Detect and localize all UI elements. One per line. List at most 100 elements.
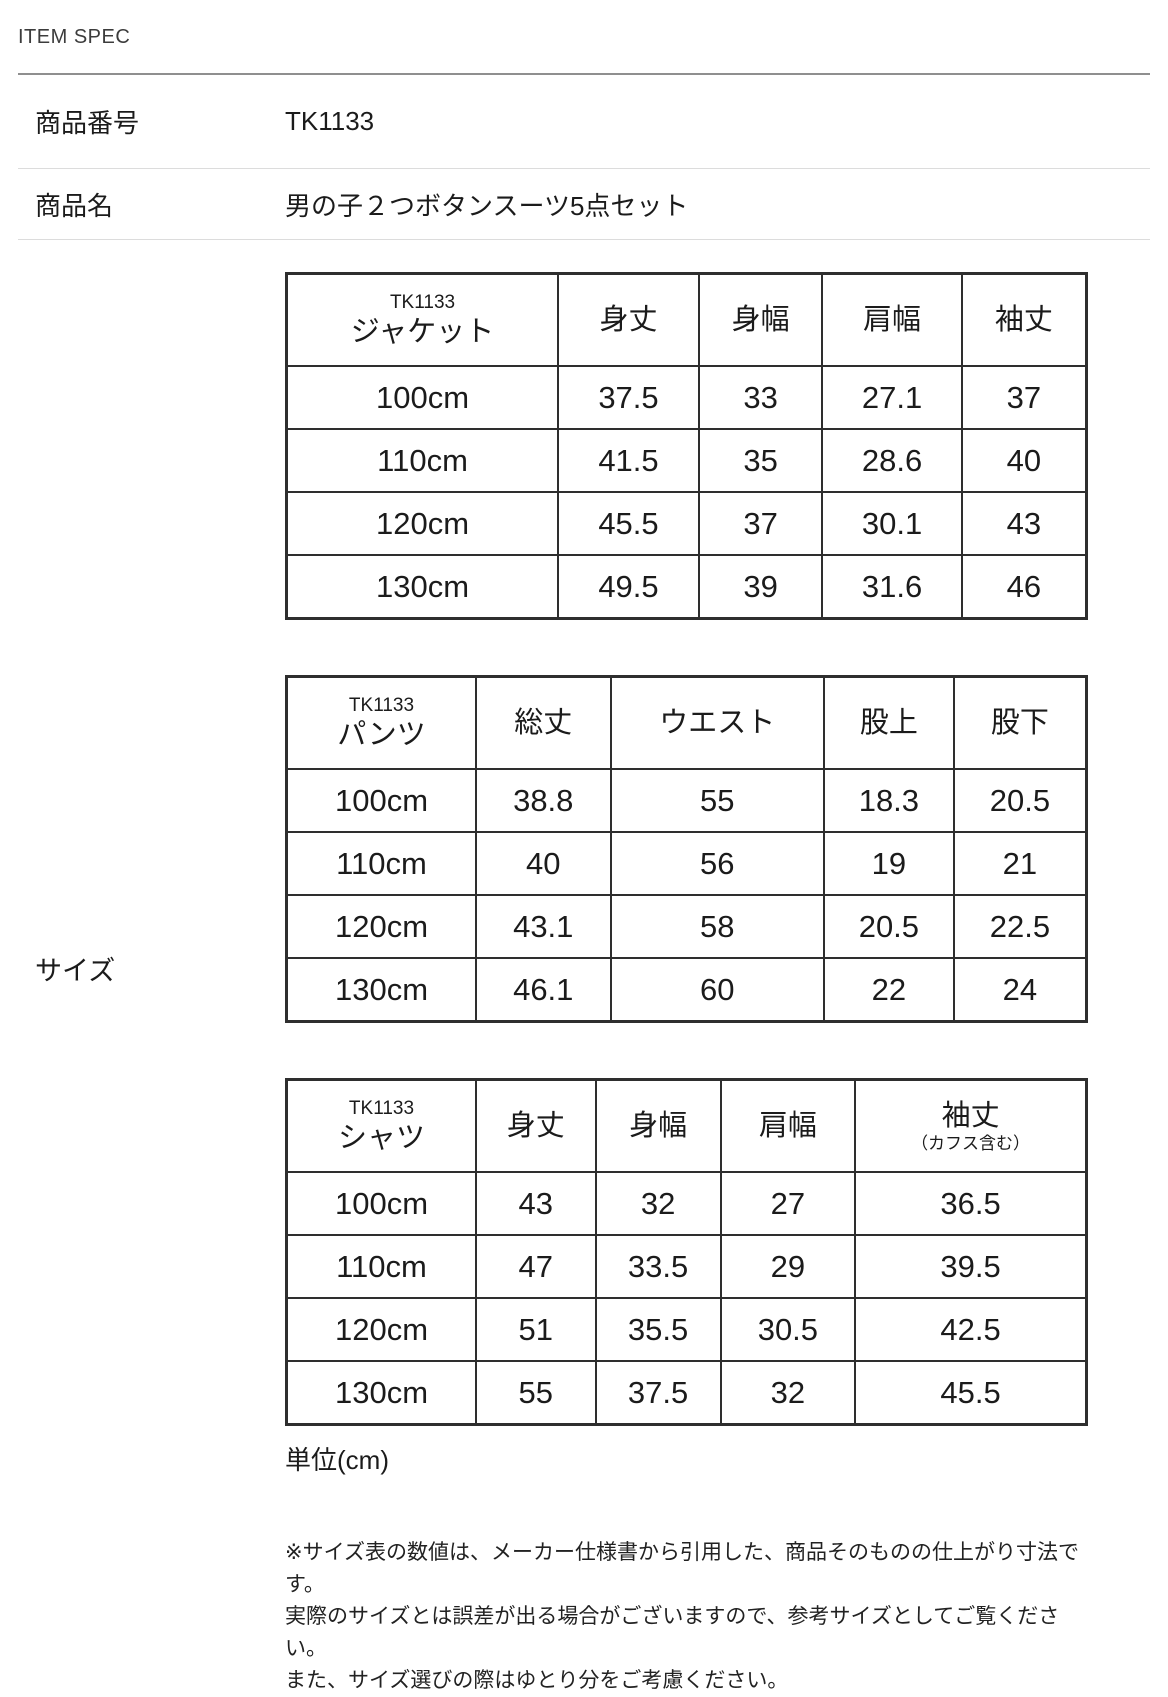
table-name-cell: TK1133 パンツ [285, 675, 477, 770]
table-garment-name: パンツ [337, 719, 426, 751]
measurement-cell: 22 [822, 957, 955, 1023]
table-row: 130cm 49.5 39 31.6 46 [285, 554, 1088, 620]
table-header-row: TK1133 パンツ 総丈 ウエスト 股上 股下 [285, 675, 1088, 770]
measurement-cell: 31.6 [821, 554, 963, 620]
size-tables: TK1133 ジャケット 身丈 身幅 肩幅 袖丈 100cm 37.5 33 27.1 37 110c… [285, 272, 1088, 1426]
column-header-label: 股下 [990, 707, 1049, 739]
measurement-cell: 42.5 [854, 1297, 1088, 1362]
column-header-label: 袖丈 [941, 1099, 1000, 1132]
column-header-label: 総丈 [514, 707, 573, 739]
measurement-cell: 37 [960, 365, 1088, 430]
size-cell: 120cm [285, 894, 477, 959]
table-row: 130cm 55 37.5 32 45.5 [285, 1360, 1088, 1426]
column-header: 身丈 [474, 1078, 597, 1173]
measurement-cell: 33 [697, 365, 824, 430]
size-note-line: また、サイズ選びの際はゆとり分をご考慮ください。 [285, 1669, 789, 1692]
measurement-cell: 37.5 [557, 365, 700, 430]
measurement-cell: 45.5 [557, 491, 700, 556]
column-header: 肩幅 [821, 272, 963, 367]
measurement-cell: 20.5 [952, 768, 1088, 833]
product-number-label: 商品番号 [35, 108, 140, 138]
measurement-cell: 30.1 [821, 491, 963, 556]
measurement-cell: 43 [960, 491, 1088, 556]
column-header-label: 身丈 [506, 1110, 565, 1142]
column-header-label: 肩幅 [863, 304, 922, 336]
product-number-value: TK1133 [285, 106, 375, 136]
column-header: 身幅 [697, 272, 824, 367]
size-cell: 100cm [285, 365, 560, 430]
measurement-cell: 18.3 [822, 768, 955, 833]
measurement-cell: 21 [952, 831, 1088, 896]
measurement-cell: 46.1 [474, 957, 612, 1023]
size-table-jacket: TK1133 ジャケット 身丈 身幅 肩幅 袖丈 100cm 37.5 33 27.1 37 110c… [285, 272, 1088, 620]
table-name-cell: TK1133 シャツ [285, 1078, 477, 1173]
column-header-label: 身幅 [629, 1110, 688, 1142]
size-table-pants: TK1133 パンツ 総丈 ウエスト 股上 股下 100cm 38.8 55 18.3 20.5 11… [285, 675, 1088, 1023]
size-label-column: サイズ [0, 240, 285, 1697]
table-row: 100cm 38.8 55 18.3 20.5 [285, 768, 1088, 833]
size-note-line: ※サイズ表の数値は、メーカー仕様書から引用した、商品そのものの仕上がり寸法です。 [285, 1541, 1079, 1596]
size-content-column: TK1133 ジャケット 身丈 身幅 肩幅 袖丈 100cm 37.5 33 27.1 37 110c… [285, 240, 1088, 1697]
measurement-cell: 32 [594, 1171, 722, 1236]
table-header-row: TK1133 ジャケット 身丈 身幅 肩幅 袖丈 [285, 272, 1088, 367]
table-product-code: TK1133 [389, 292, 456, 313]
column-header-label: 股上 [859, 707, 918, 739]
column-header-label: 身幅 [731, 304, 790, 336]
measurement-cell: 22.5 [952, 894, 1088, 959]
title-divider [18, 73, 1150, 75]
unit-label: 単位(cm) [285, 1445, 389, 1475]
size-table-shirt: TK1133 シャツ 身丈 身幅 肩幅 袖丈 （カフス含む） 100cm 43 32 27 36.5 1… [285, 1078, 1088, 1426]
measurement-cell: 39 [697, 554, 824, 620]
table-row: 130cm 46.1 60 22 24 [285, 957, 1088, 1023]
measurement-cell: 43.1 [474, 894, 612, 959]
measurement-cell: 19 [822, 831, 955, 896]
size-cell: 100cm [285, 768, 477, 833]
measurement-cell: 40 [474, 831, 612, 896]
product-name-value: 男の子２つボタンスーツ5点セット [285, 190, 689, 221]
size-cell: 130cm [285, 554, 560, 620]
table-product-code: TK1133 [348, 695, 415, 716]
table-product-code: TK1133 [348, 1098, 415, 1119]
column-header: 総丈 [474, 675, 612, 770]
size-cell: 130cm [285, 957, 477, 1023]
size-section: サイズ TK1133 ジャケット 身丈 身幅 肩幅 袖丈 100cm 37.5 33 27.1 37… [0, 240, 1168, 1697]
table-garment-name: シャツ [337, 1122, 425, 1154]
measurement-cell: 24 [952, 957, 1088, 1023]
column-header: 股上 [822, 675, 955, 770]
table-row: 110cm 40 56 19 21 [285, 831, 1088, 896]
size-cell: 120cm [285, 491, 560, 556]
measurement-cell: 43 [474, 1171, 597, 1236]
measurement-cell: 30.5 [719, 1297, 857, 1362]
measurement-cell: 20.5 [822, 894, 955, 959]
page-title: ITEM SPEC [18, 26, 131, 48]
measurement-cell: 47 [474, 1234, 597, 1299]
measurement-cell: 51 [474, 1297, 597, 1362]
measurement-cell: 38.8 [474, 768, 612, 833]
column-header: ウエスト [609, 675, 825, 770]
measurement-cell: 46 [960, 554, 1088, 620]
measurement-cell: 27.1 [821, 365, 963, 430]
table-row: 120cm 51 35.5 30.5 42.5 [285, 1297, 1088, 1362]
table-garment-name: ジャケット [350, 316, 495, 348]
table-row: 120cm 43.1 58 20.5 22.5 [285, 894, 1088, 959]
measurement-cell: 41.5 [557, 428, 700, 493]
measurement-cell: 58 [609, 894, 825, 959]
measurement-cell: 45.5 [854, 1360, 1088, 1426]
table-name-cell: TK1133 ジャケット [285, 272, 560, 367]
measurement-cell: 35.5 [594, 1297, 722, 1362]
measurement-cell: 28.6 [821, 428, 963, 493]
column-header: 袖丈 [960, 272, 1088, 367]
measurement-cell: 37 [697, 491, 824, 556]
table-header-row: TK1133 シャツ 身丈 身幅 肩幅 袖丈 （カフス含む） [285, 1078, 1088, 1173]
column-header: 身丈 [557, 272, 700, 367]
measurement-cell: 40 [960, 428, 1088, 493]
measurement-cell: 55 [474, 1360, 597, 1426]
measurement-cell: 35 [697, 428, 824, 493]
measurement-cell: 32 [719, 1360, 857, 1426]
table-row: 110cm 41.5 35 28.6 40 [285, 428, 1088, 493]
size-cell: 130cm [285, 1360, 477, 1426]
column-header: 股下 [952, 675, 1088, 770]
measurement-cell: 60 [609, 957, 825, 1023]
spec-row-product-name: 商品名 男の子２つボタンスーツ5点セット [18, 169, 1150, 240]
